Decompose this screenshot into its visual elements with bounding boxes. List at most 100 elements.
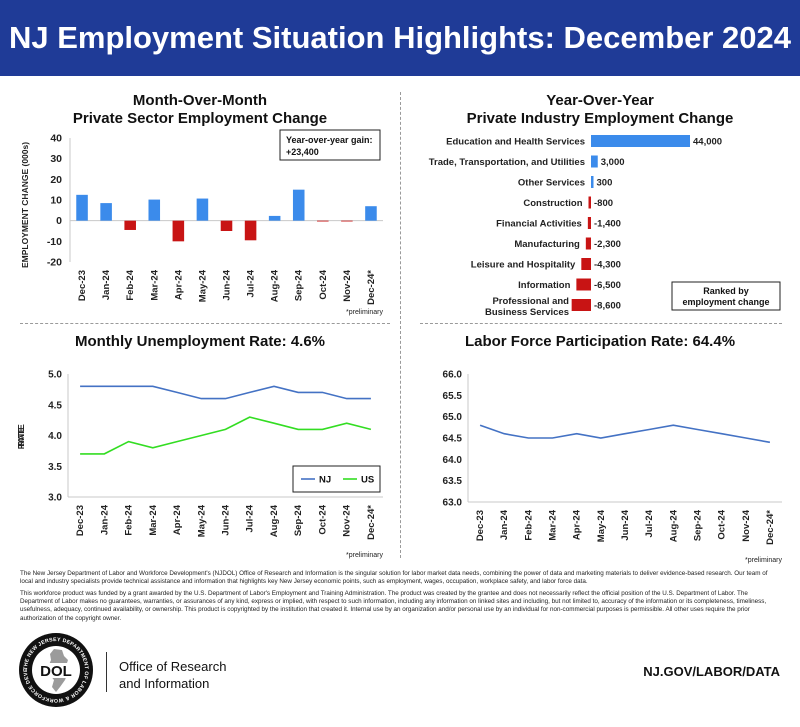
yoy-category-label: Manufacturing bbox=[514, 239, 580, 250]
mom-y-tick: 0 bbox=[56, 215, 62, 227]
unemployment-x-tick: Dec-23 bbox=[75, 505, 86, 536]
participation-x-tick: Jan-24 bbox=[499, 509, 510, 540]
participation-x-tick: Nov-24 bbox=[741, 509, 752, 541]
unemployment-x-tick: Feb-24 bbox=[124, 504, 135, 535]
unemployment-x-tick: Mar-24 bbox=[148, 504, 159, 535]
mom-callout-line-2: +23,400 bbox=[286, 147, 319, 157]
participation-x-tick: Aug-24 bbox=[668, 509, 679, 542]
unemployment-y-tick: 5.0 bbox=[48, 370, 62, 381]
participation-series-line bbox=[479, 424, 771, 444]
logo-divider bbox=[106, 652, 107, 692]
yoy-category-label: Other Services bbox=[518, 178, 585, 189]
unemployment-x-tick: Dec-24* bbox=[366, 505, 377, 540]
yoy-category-label: Education and Health Services bbox=[446, 137, 585, 148]
unemployment-series-line bbox=[80, 416, 372, 455]
mom-y-tick: 20 bbox=[50, 174, 62, 186]
participation-y-tick: 65.5 bbox=[443, 391, 463, 402]
unemployment-x-tick: Sep-24 bbox=[293, 504, 304, 536]
unemployment-x-tick: Jun-24 bbox=[221, 504, 232, 535]
mom-x-tick: Sep-24 bbox=[294, 269, 305, 301]
yoy-value-label: -2,300 bbox=[594, 239, 621, 250]
mom-bar bbox=[292, 189, 305, 221]
yoy-bar bbox=[591, 135, 690, 147]
mom-bar bbox=[76, 194, 88, 221]
unemployment-legend-label: US bbox=[361, 475, 374, 486]
yoy-category-label: Business Services bbox=[485, 307, 569, 318]
unemployment-y-tick: 4.5 bbox=[48, 400, 62, 411]
mom-x-tick: Mar-24 bbox=[149, 269, 160, 300]
mom-bar bbox=[196, 198, 209, 221]
yoy-bar bbox=[591, 155, 598, 168]
participation-x-tick: Jun-24 bbox=[620, 509, 631, 540]
mom-y-tick: 40 bbox=[50, 133, 62, 145]
participation-y-tick: 64.0 bbox=[443, 455, 463, 466]
participation-note: *preliminary bbox=[745, 557, 782, 564]
yoy-category-label: Professional and bbox=[492, 296, 569, 307]
yoy-bar bbox=[571, 299, 591, 311]
yoy-chart-title: Year-Over-Year Private Industry Employme… bbox=[430, 92, 770, 128]
yoy-category-label: Leisure and Hospitality bbox=[471, 260, 576, 271]
mom-x-tick: Apr-24 bbox=[173, 269, 184, 300]
yoy-value-label: 3,000 bbox=[601, 157, 625, 168]
mom-bar bbox=[124, 220, 136, 230]
participation-y-tick: 64.5 bbox=[443, 434, 463, 445]
mom-chart-title: Month-Over-Month Private Sector Employme… bbox=[40, 92, 360, 128]
participation-chart-title: Labor Force Participation Rate: 64.4% bbox=[464, 333, 736, 350]
unemployment-y-tick: 3.5 bbox=[48, 462, 62, 473]
yoy-bar bbox=[591, 176, 594, 188]
mom-bar bbox=[220, 220, 233, 231]
yoy-title-line: Year-Over-Year bbox=[546, 92, 654, 109]
participation-y-label: RATE bbox=[16, 426, 26, 449]
yoy-value-label: -8,600 bbox=[594, 301, 621, 312]
yoy-legend-line-2: employment change bbox=[682, 297, 769, 307]
participation-x-tick: Sep-24 bbox=[692, 509, 703, 541]
unemployment-note: *preliminary bbox=[346, 552, 383, 559]
mom-y-tick: -10 bbox=[47, 236, 62, 248]
header-banner: NJ Employment Situation Highlights: Dece… bbox=[0, 0, 800, 76]
yoy-legend-box bbox=[671, 281, 781, 311]
yoy-legend-line-1: Ranked by bbox=[703, 286, 749, 296]
unemployment-x-tick: Nov-24 bbox=[342, 504, 353, 536]
mom-bar bbox=[148, 199, 161, 221]
mom-x-tick: Dec-24* bbox=[366, 270, 377, 305]
office-line-1: Office of Research bbox=[119, 659, 227, 674]
yoy-category-label: Financial Activities bbox=[496, 219, 582, 230]
yoy-value-label: 44,000 bbox=[693, 137, 722, 148]
unemployment-x-tick: Jul-24 bbox=[245, 504, 256, 532]
unemployment-x-tick: Jan-24 bbox=[99, 504, 110, 535]
unemployment-y-tick: 4.0 bbox=[48, 431, 62, 442]
mom-x-tick: Aug-24 bbox=[270, 269, 281, 302]
website-link[interactable]: NJ.GOV/LABOR/DATA bbox=[643, 664, 780, 679]
participation-x-tick: Dec-23 bbox=[475, 510, 486, 541]
footer-disclaimer: This workforce product was funded by a g… bbox=[20, 590, 767, 622]
mom-bar bbox=[317, 220, 329, 222]
unemployment-chart-title: Monthly Unemployment Rate: 4.6% bbox=[74, 333, 326, 350]
unemployment-x-tick: May-24 bbox=[196, 504, 207, 537]
mom-title-line: Month-Over-Month bbox=[132, 92, 268, 109]
mom-x-tick: May-24 bbox=[197, 269, 208, 302]
office-line-2: and Information bbox=[119, 676, 210, 691]
yoy-value-label: -1,400 bbox=[594, 219, 621, 230]
mom-bar bbox=[172, 220, 185, 242]
footer-about: The New Jersey Department of Labor and W… bbox=[20, 570, 768, 586]
yoy-bar bbox=[587, 217, 591, 229]
participation-x-tick: Feb-24 bbox=[523, 509, 534, 540]
yoy-subtitle-line: Private Industry Employment Change bbox=[466, 110, 734, 127]
yoy-value-label: -6,500 bbox=[594, 280, 621, 291]
mom-y-label: EMPLOYMENT CHANGE (000s) bbox=[20, 142, 30, 268]
yoy-bar bbox=[588, 196, 591, 209]
yoy-bar bbox=[585, 237, 591, 250]
yoy-value-label: 300 bbox=[597, 178, 613, 189]
mom-x-tick: Jul-24 bbox=[246, 269, 257, 297]
divider-horizontal-left bbox=[20, 323, 390, 324]
yoy-category-label: Trade, Transportation, and Utilities bbox=[429, 157, 585, 168]
unemployment-series-line bbox=[80, 385, 371, 400]
yoy-value-label: -800 bbox=[594, 198, 613, 209]
mom-note: *preliminary bbox=[346, 309, 383, 316]
yoy-value-label: -4,300 bbox=[594, 260, 621, 271]
mom-x-tick: Dec-23 bbox=[77, 270, 88, 301]
participation-y-tick: 65.0 bbox=[443, 412, 463, 423]
participation-y-tick: 63.0 bbox=[443, 498, 463, 509]
page-title: NJ Employment Situation Highlights: Dece… bbox=[8, 20, 792, 55]
